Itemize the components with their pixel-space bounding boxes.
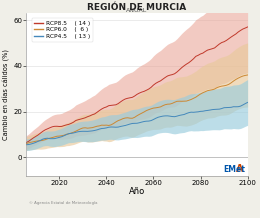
Title: REGIÓN DE MURCIA: REGIÓN DE MURCIA <box>87 3 187 12</box>
X-axis label: Año: Año <box>129 187 145 196</box>
Text: A: A <box>236 164 243 174</box>
Y-axis label: Cambio en días cálidos (%): Cambio en días cálidos (%) <box>3 49 10 140</box>
Text: ANUAL: ANUAL <box>126 8 148 13</box>
Text: EMet: EMet <box>224 165 245 174</box>
Text: © Agencia Estatal de Meteorología: © Agencia Estatal de Meteorología <box>29 201 97 205</box>
Legend: RCP8.5    ( 14 ), RCP6.0    (  6 ), RCP4.5    ( 13 ): RCP8.5 ( 14 ), RCP6.0 ( 6 ), RCP4.5 ( 13… <box>31 18 93 42</box>
